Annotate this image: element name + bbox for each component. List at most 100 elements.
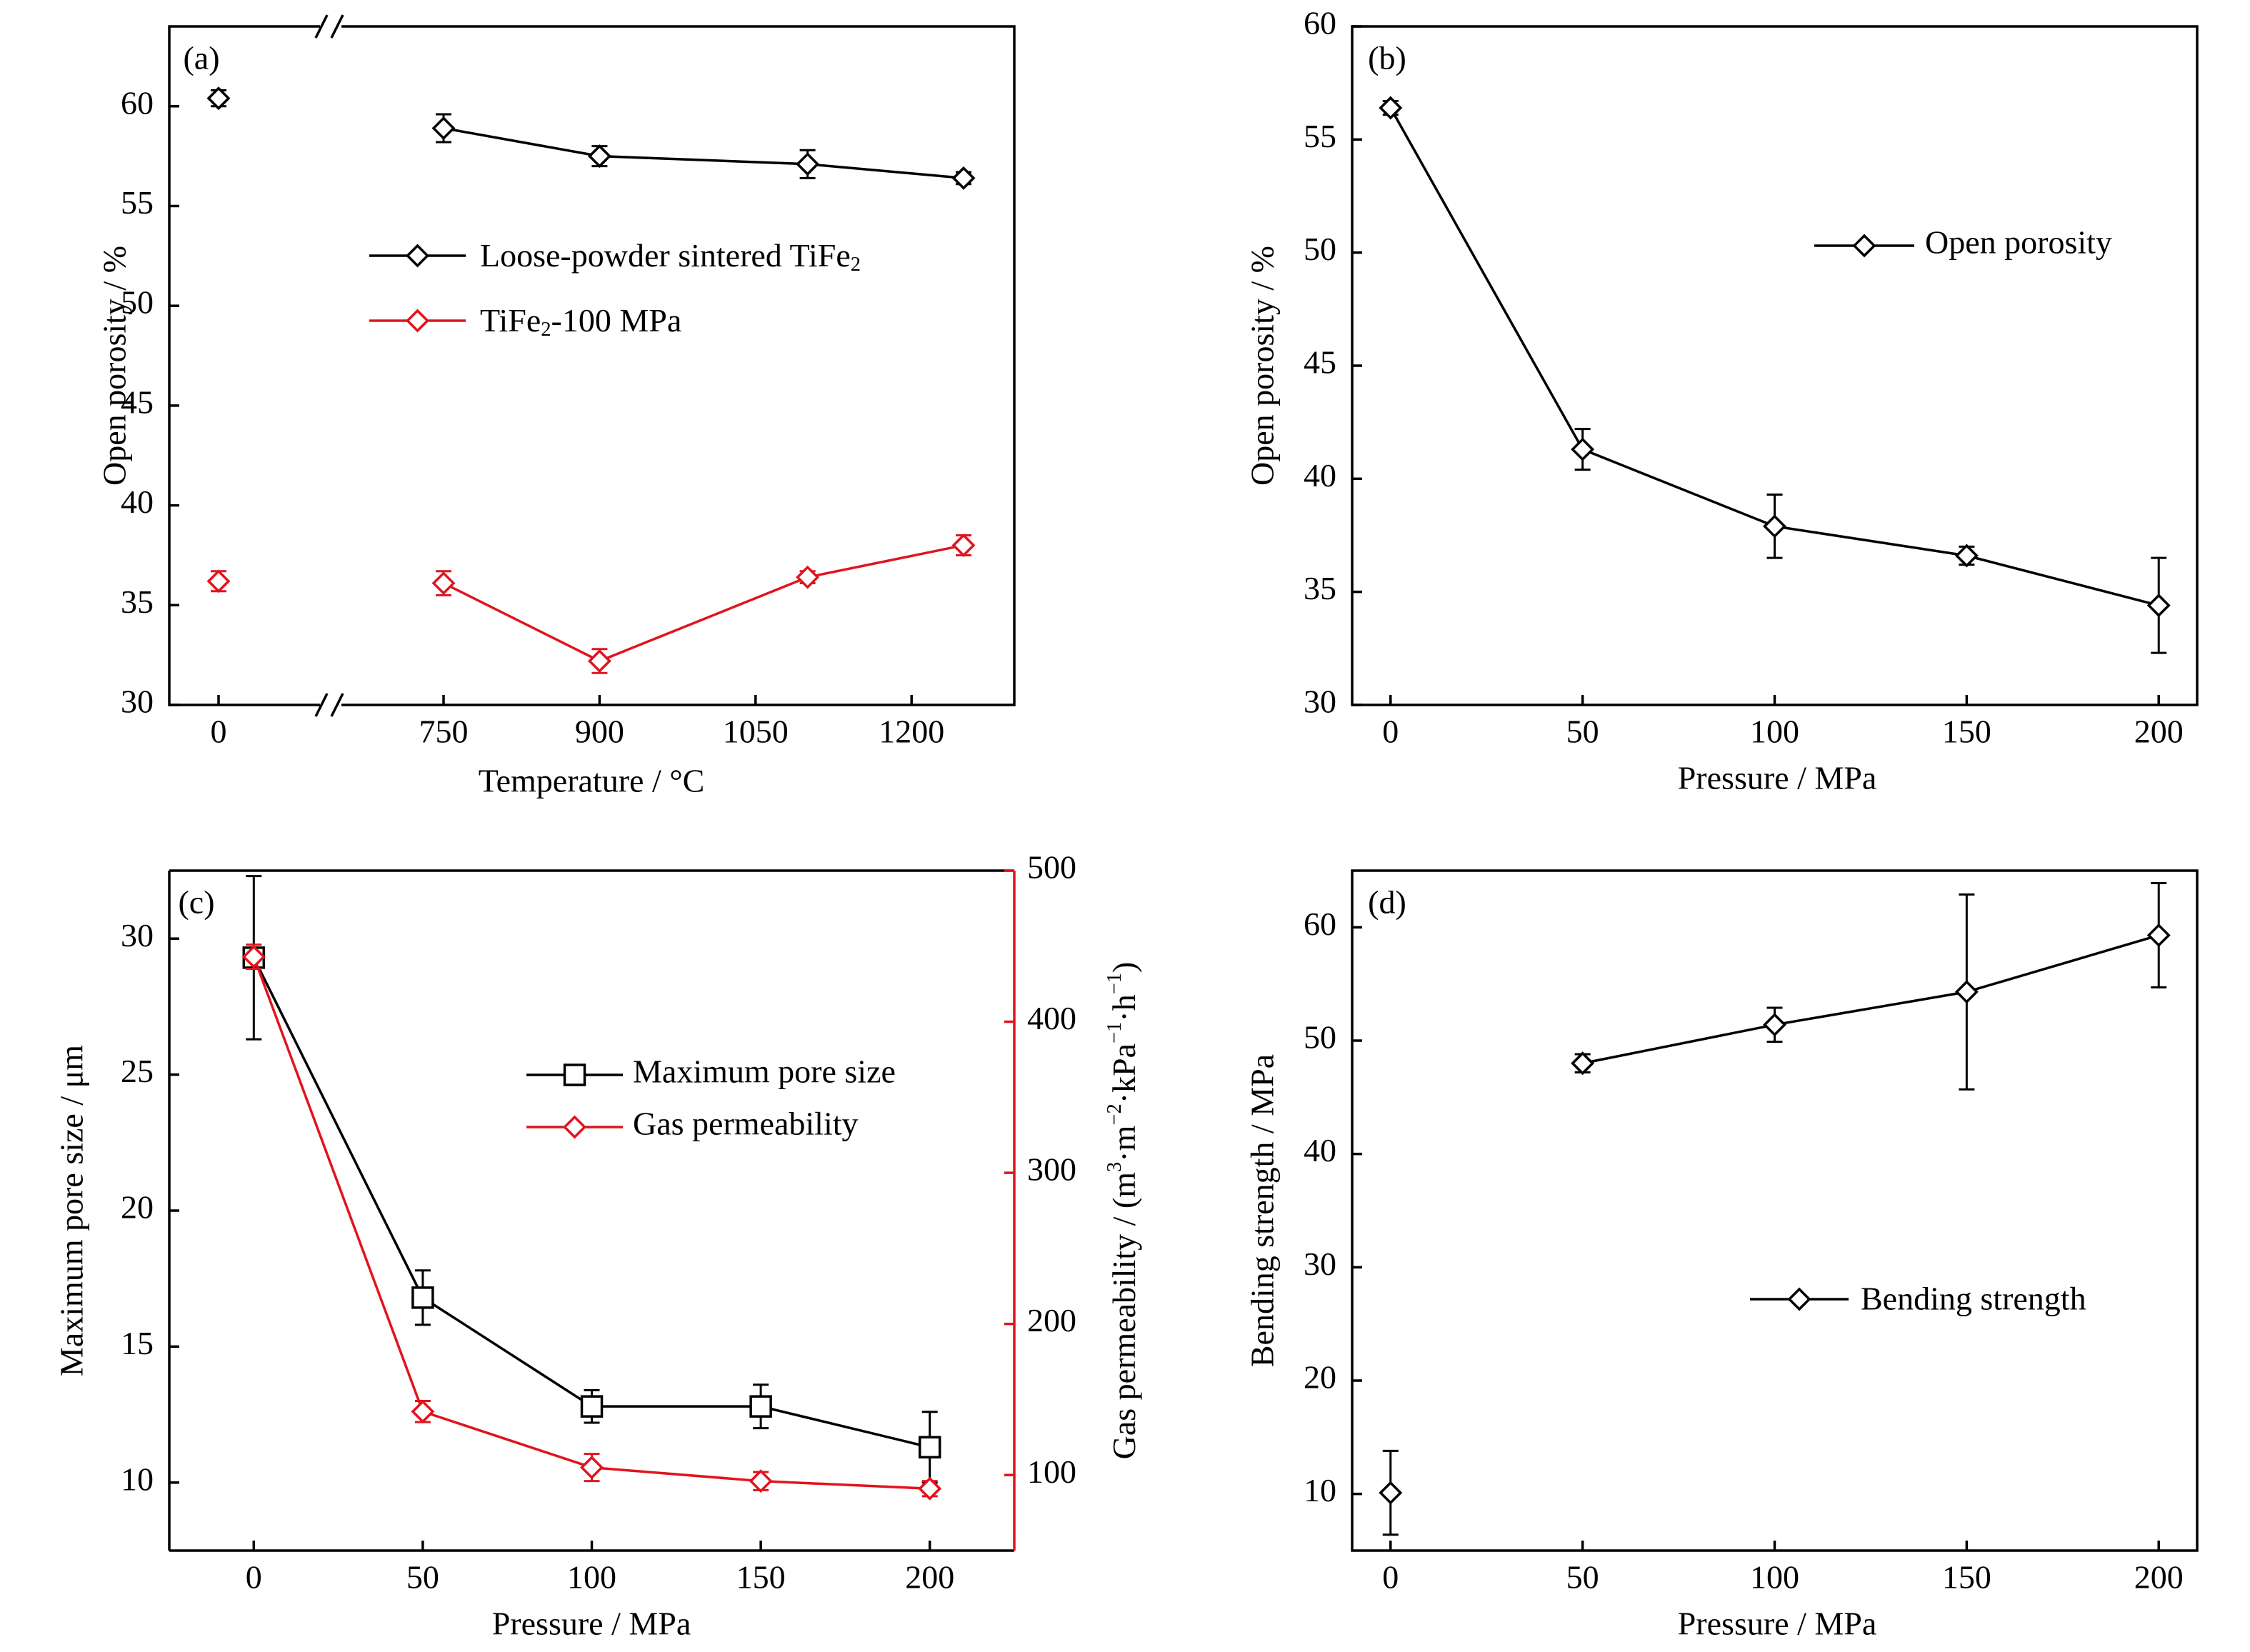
panel-b-frame [1351, 25, 2199, 706]
panel-d: 10 20 30 40 50 60 0 50 100 150 200 Bending strength… [1244, 869, 2199, 1642]
panel-a-s0-marker [206, 86, 231, 111]
panel-c-ytick-label: 25 [121, 1053, 154, 1089]
panel-d-xtick-label: 50 [1566, 1559, 1599, 1596]
panel-a-s0-marker [587, 144, 611, 169]
panel-c-legend-entry-0 [526, 1063, 623, 1086]
panel-c-xtick-label: 150 [736, 1559, 786, 1596]
panel-c-s1-marker [241, 945, 266, 969]
panel-c-legend-entry-1-marker [563, 1115, 586, 1139]
panel-c-s0-marker [918, 1436, 941, 1459]
panel-b-xtick-label: 150 [1942, 714, 1991, 750]
panel-c-ytick-right-label: 100 [1027, 1453, 1076, 1490]
panel-c-s1-marker [580, 1456, 604, 1480]
panel-d-s0-marker [1954, 980, 1979, 1004]
panel-d-ytick-label: 50 [1304, 1019, 1336, 1056]
panel-b-ytick-label: 40 [1304, 457, 1336, 494]
panel-c-legend-label-1: Gas permeability [633, 1106, 859, 1142]
axis-break-slash [314, 14, 329, 39]
panel-a-xtick-label: 750 [419, 714, 469, 750]
panel-b-ytick-label: 60 [1304, 5, 1336, 41]
panel-a-s1-line [443, 544, 964, 663]
panel-b-legend-label-0: Open porosity [1925, 224, 2112, 261]
axis-break-slash [314, 693, 329, 717]
panel-a-legend-label-1: TiFe2-100 MPa [480, 302, 681, 341]
panel-d-xlabel: Pressure / MPa [1678, 1606, 1877, 1642]
panel-d-legend-entry-0 [1750, 1287, 1849, 1311]
panel-d-xtick-label: 200 [2134, 1559, 2184, 1596]
panel-b-xtick-label: 0 [1382, 714, 1399, 750]
panel-d-ylabel: Bending strength / MPa [1244, 1054, 1281, 1367]
panel-c-ylabel: Maximum pore size / μm [54, 1045, 90, 1376]
panel-c-s0-marker [411, 1286, 434, 1309]
panel-a-ytick-label: 45 [121, 384, 154, 420]
panel-d-legend-entry-0-marker [1787, 1287, 1811, 1311]
panel-d-ytick-label: 30 [1304, 1246, 1336, 1282]
panel-c-series-0 [242, 875, 941, 1484]
panel-c-ytick-label: 20 [121, 1189, 154, 1226]
panel-a-s1-marker [796, 565, 820, 589]
panel-a-series-1 [206, 533, 976, 674]
panel-d-label: (d) [1368, 884, 1406, 921]
panel-b-ytick-label: 45 [1304, 344, 1336, 381]
panel-c-ytick-label: 30 [121, 917, 154, 953]
panel-b-s0-marker [2146, 594, 2171, 618]
panel-b-series-0 [1379, 96, 2171, 654]
panel-b-ylabel: Open porosity / % [1244, 246, 1281, 486]
panel-d-legend-label-0: Bending strength [1861, 1281, 2086, 1317]
panel-b-s0-marker [1379, 96, 1403, 120]
panel-a-ytick-label: 50 [121, 284, 154, 321]
panel-c-ylabel-right: Gas permeability / (m3·m−2·kPa−1·h−1) [1104, 962, 1142, 1460]
panel-a-legend-entry-1-marker [406, 309, 429, 333]
panel-c-legend-entry-0-marker [563, 1063, 586, 1086]
panel-d-frame [1351, 869, 2199, 1552]
panel-b-legend-entry-0-marker [1852, 234, 1876, 258]
panel-c-s1-marker [411, 1399, 435, 1423]
panel-d-s0-marker [1763, 1013, 1786, 1037]
panel-b-xtick-label: 50 [1566, 714, 1599, 750]
panel-d-s0-marker [2146, 923, 2171, 947]
panel-c-s1-marker [918, 1476, 942, 1501]
panel-b-xlabel: Pressure / MPa [1678, 760, 1877, 796]
panel-a-ytick-label: 40 [121, 484, 154, 520]
panel-a-ylabel: Open porosity / % [96, 246, 133, 486]
panel-a-s0-marker [796, 152, 820, 176]
panel-a-ytick-label: 55 [121, 184, 154, 221]
panel-d-xtick-label: 150 [1942, 1559, 1991, 1596]
panel-a-ytick-label: 30 [121, 684, 154, 720]
panel-a-ytick-label: 35 [121, 584, 154, 620]
panel-d-s0-line [1582, 933, 2159, 1065]
axis-break-slash [330, 14, 344, 39]
panel-b-ytick-label: 50 [1304, 231, 1336, 267]
panel-a-xtick-label: 1050 [723, 714, 789, 750]
panel-c-xtick-label: 100 [567, 1559, 616, 1596]
panel-d-ytick-label: 10 [1304, 1472, 1336, 1508]
panel-a-s0-marker [951, 166, 976, 190]
panel-c-xtick-label: 200 [905, 1559, 954, 1596]
panel-a-legend-label-0: Loose-powder sintered TiFe2 [480, 237, 861, 276]
panel-b-s0-marker [1954, 544, 1979, 568]
panel-a-ytick-label: 60 [121, 84, 154, 121]
panel-c-xlabel: Pressure / MPa [492, 1606, 691, 1642]
panel-c-s0-marker [749, 1395, 772, 1418]
panel-c-ytick-right-label: 300 [1027, 1151, 1076, 1188]
panel-b: 30 35 40 45 50 55 60 0 50 100 150 200 Open porosity … [1244, 5, 2199, 796]
panel-c: 10 15 20 25 30 100 200 300 400 500 0 50 100 150 200 Max… [54, 849, 1142, 1642]
panel-c-legend-label-0: Maximum pore size [633, 1053, 896, 1090]
panel-d-ytick-label: 20 [1304, 1359, 1336, 1396]
panel-a-s0-marker [431, 116, 456, 140]
panel-c-xtick-label: 50 [406, 1559, 439, 1596]
panel-c-ytick-right-label: 400 [1027, 1000, 1076, 1036]
panel-b-s0-marker [1571, 437, 1595, 461]
panel-c-label: (c) [178, 884, 214, 921]
panel-a-xtick-label: 900 [575, 714, 624, 750]
panel-d-ytick-label: 60 [1304, 906, 1336, 942]
panel-c-legend-entry-1 [526, 1115, 623, 1139]
panel-c-ytick-label: 10 [121, 1461, 154, 1497]
panel-c-s0-marker [580, 1395, 604, 1418]
panel-c-xtick-label: 0 [246, 1559, 262, 1596]
panel-c-s0-line [252, 957, 931, 1448]
panel-a-frame [168, 25, 1016, 706]
panel-c-ytick-right-label: 200 [1027, 1302, 1076, 1338]
